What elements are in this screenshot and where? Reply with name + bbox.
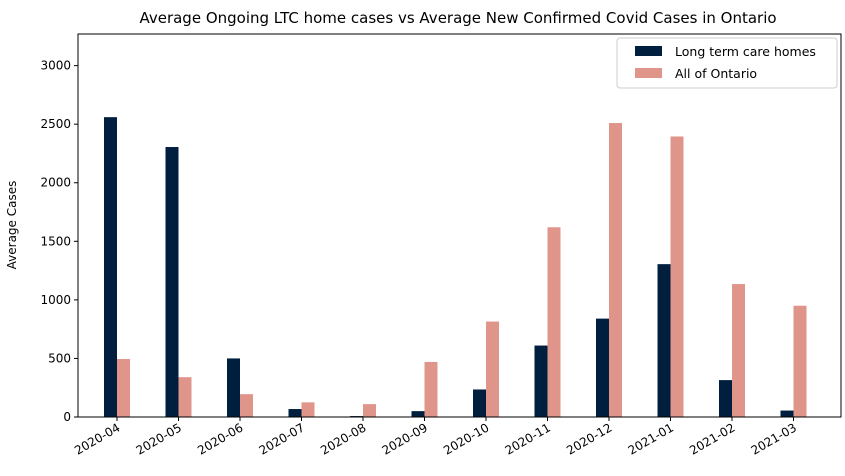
bar-ltc-2020-07 — [288, 409, 302, 417]
x-tick-label: 2021-02 — [687, 420, 737, 457]
bar-ontario-2020-06 — [240, 394, 253, 417]
chart-title: Average Ongoing LTC home cases vs Averag… — [139, 9, 776, 27]
legend: Long term care homes All of Ontario — [616, 37, 838, 89]
bar-ontario-2021-03 — [793, 305, 807, 417]
bar-ontario-2021-02 — [732, 284, 745, 417]
bar-ltc-2020-06 — [227, 358, 240, 417]
x-tick-label: 2020-10 — [441, 420, 491, 457]
bar-ontario-2020-04 — [117, 359, 130, 417]
bar-ltc-2020-09 — [411, 411, 425, 417]
bar-ontario-2020-11 — [547, 227, 561, 417]
x-tick-label: 2020-07 — [257, 420, 307, 457]
bar-ltc-2021-01 — [657, 264, 671, 417]
y-tick-label: 1500 — [40, 234, 71, 248]
bar-ontario-2020-08 — [363, 404, 376, 417]
y-tick-label: 500 — [48, 351, 71, 365]
x-tick-label: 2020-11 — [503, 420, 553, 457]
x-tick-label: 2021-03 — [749, 420, 799, 457]
plot-frame — [77, 33, 842, 418]
x-tick-label: 2021-01 — [626, 420, 676, 457]
y-tick-label: 3000 — [40, 59, 71, 73]
bar-ltc-2020-10 — [473, 389, 486, 417]
bar-ontario-2021-01 — [670, 136, 684, 417]
y-tick-label: 2500 — [40, 117, 71, 131]
legend-label: All of Ontario — [675, 66, 757, 81]
bar-ltc-2021-02 — [719, 380, 732, 417]
bar-ontario-2020-09 — [424, 361, 438, 417]
bar-ltc-2021-03 — [780, 410, 794, 417]
legend-label: Long term care homes — [675, 44, 816, 59]
x-tick-label: 2020-04 — [72, 420, 122, 457]
legend-swatch — [635, 68, 662, 78]
x-tick-label: 2020-08 — [318, 420, 368, 457]
bar-ltc-2020-11 — [534, 345, 548, 417]
bar-ltc-2020-05 — [165, 147, 179, 417]
x-tick-label: 2020-12 — [564, 420, 614, 457]
legend-box — [616, 37, 838, 89]
x-tick-label: 2020-09 — [380, 420, 430, 457]
bar-ltc-2020-04 — [104, 117, 117, 417]
bar-ontario-2020-05 — [178, 377, 192, 417]
bar-ontario-2020-07 — [301, 402, 315, 417]
bar-ontario-2020-12 — [609, 123, 622, 417]
legend-swatch — [635, 46, 662, 56]
bar-ltc-2020-12 — [596, 318, 609, 417]
x-tick-label: 2020-05 — [134, 420, 184, 457]
y-axis-label: Average Cases — [5, 181, 19, 270]
y-tick-label: 0 — [63, 410, 71, 424]
x-tick-label: 2020-06 — [195, 420, 245, 457]
y-tick-label: 2000 — [40, 176, 71, 190]
bar-ontario-2020-10 — [486, 321, 499, 417]
y-tick-label: 1000 — [40, 293, 71, 307]
